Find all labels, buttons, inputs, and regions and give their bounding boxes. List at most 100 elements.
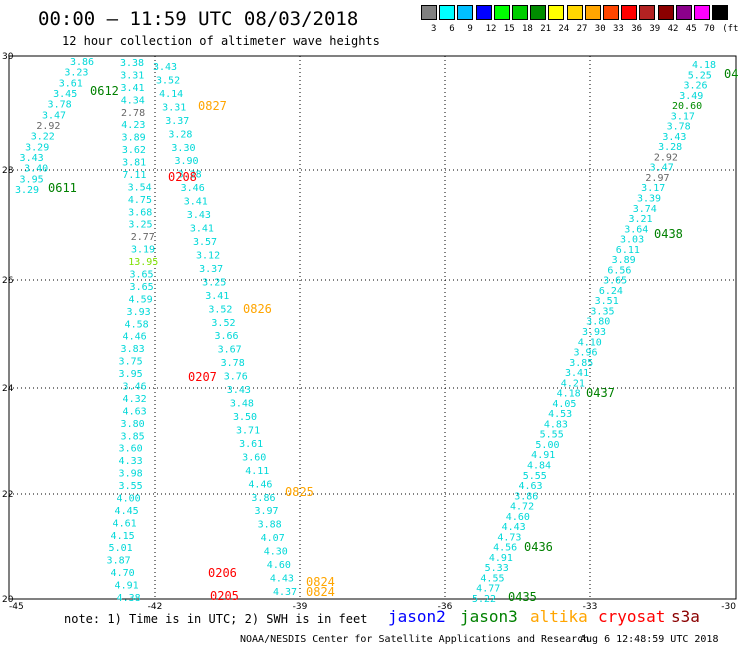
wave-height-value: 4.75 xyxy=(128,195,152,206)
wave-height-value: 3.60 xyxy=(119,444,143,455)
wave-height-value: 3.86 xyxy=(514,491,538,502)
wave-height-value: 4.91 xyxy=(115,581,139,592)
legend-level: 18 xyxy=(522,24,533,34)
wave-height-value: 3.52 xyxy=(156,75,180,86)
legend-swatch xyxy=(548,5,565,20)
wave-height-value: 4.18 xyxy=(692,60,716,71)
wave-height-value: 3.43 xyxy=(20,153,44,164)
wave-height-value: 5.25 xyxy=(688,70,712,81)
x-tick-label: -45 xyxy=(9,602,24,610)
wave-height-value: 3.86 xyxy=(70,57,94,68)
x-tick-label: -39 xyxy=(293,602,308,610)
wave-height-value: 4.91 xyxy=(489,553,513,564)
pass-time-label: 0436 xyxy=(524,540,553,554)
wave-height-value: 4.72 xyxy=(510,502,534,513)
satellite-jason3: jason3 xyxy=(460,607,518,626)
wave-height-value: 6.11 xyxy=(616,245,640,256)
y-tick-label: 24 xyxy=(2,384,14,394)
wave-height-value: 3.65 xyxy=(603,276,627,287)
wave-height-value: 4.14 xyxy=(159,89,183,100)
wave-height-value: 4.46 xyxy=(248,479,272,490)
wave-height-value: 3.60 xyxy=(242,452,266,463)
legend-swatch xyxy=(621,5,638,20)
wave-height-value: 3.17 xyxy=(641,183,665,194)
wave-height-value: 4.18 xyxy=(557,389,581,400)
wave-height-value: 3.41 xyxy=(120,83,144,94)
legend-level: 70 xyxy=(704,24,715,34)
pass-time-label: 0206 xyxy=(208,566,237,580)
wave-height-value: 3.95 xyxy=(119,369,143,380)
satellite-cryosat: cryosat xyxy=(598,607,666,626)
wave-height-value: 3.93 xyxy=(582,327,606,338)
legend-level: 24 xyxy=(558,24,570,34)
wave-height-value: 4.34 xyxy=(121,95,145,106)
wave-height-value: 3.40 xyxy=(24,164,48,175)
footer-note: note: 1) Time is in UTC; 2) SWH is in fe… xyxy=(64,612,368,626)
wave-height-value: 3.61 xyxy=(239,439,263,450)
pass-time-label: 04 xyxy=(724,67,738,81)
credit-line: NOAA/NESDIS Center for Satellite Applica… xyxy=(240,634,590,645)
wave-height-value: 3.21 xyxy=(628,214,652,225)
wave-height-value: 3.75 xyxy=(119,357,143,368)
wave-height-value: 4.15 xyxy=(111,531,135,542)
wave-height-value: 13.95 xyxy=(128,257,158,268)
legend-level: 33 xyxy=(613,24,624,34)
map-title: 00:00 – 11:59 UTC 08/03/2018 xyxy=(38,8,359,30)
pass-time-label: 0205 xyxy=(210,589,239,603)
pass-time-label: 0207 xyxy=(188,370,217,384)
wave-height-value: 3.41 xyxy=(205,291,229,302)
wave-height-value: 3.19 xyxy=(131,245,155,256)
wave-height-value: 20.60 xyxy=(672,101,702,112)
wave-height-value: 3.78 xyxy=(48,100,72,111)
wave-height-value: 3.80 xyxy=(121,419,145,430)
wave-height-value: 3.37 xyxy=(199,264,223,275)
wave-height-value: 3.25 xyxy=(202,277,226,288)
legend-level: 36 xyxy=(631,24,643,34)
grid-lines xyxy=(9,56,736,599)
wave-height-value: 3.38 xyxy=(120,58,144,69)
wave-height-value: 3.89 xyxy=(122,133,146,144)
wave-height-value: 2.92 xyxy=(654,152,678,163)
wave-height-value: 4.43 xyxy=(270,574,294,585)
wave-height-value: 2.77 xyxy=(131,232,155,243)
pass-time-label: 0824 xyxy=(306,585,335,599)
wave-height-value: 3.71 xyxy=(236,425,260,436)
wave-height-value: 4.63 xyxy=(518,481,542,492)
wave-height-value: 3.29 xyxy=(25,142,49,153)
wave-height-value: 3.90 xyxy=(174,156,198,167)
wave-height-value: 3.28 xyxy=(168,129,192,140)
wave-height-value: 3.51 xyxy=(595,296,619,307)
x-tick-label: -30 xyxy=(721,602,736,610)
legend-swatch xyxy=(439,5,456,20)
wave-height-value: 4.56 xyxy=(493,543,517,554)
wave-height-value: 3.76 xyxy=(224,372,248,383)
satellite-altika: altika xyxy=(530,607,588,626)
legend-swatch xyxy=(530,5,547,20)
wave-height-value: 2.78 xyxy=(121,108,145,119)
legend-level: 3 xyxy=(431,24,437,34)
wave-height-value: 3.97 xyxy=(254,506,278,517)
wave-height-value: 3.74 xyxy=(633,204,657,215)
wave-height-value: 4.53 xyxy=(548,409,572,420)
map-subtitle: 12 hour collection of altimeter wave hei… xyxy=(62,34,380,48)
wave-height-value: 3.80 xyxy=(586,317,610,328)
legend-swatch xyxy=(694,5,710,20)
wave-height-value: 3.23 xyxy=(64,68,88,79)
wave-height-value: 3.17 xyxy=(671,111,695,122)
wave-height-value: 3.61 xyxy=(59,78,83,89)
wave-height-value: 3.95 xyxy=(20,174,44,185)
y-tick-label: 22 xyxy=(2,490,13,500)
legend-swatch xyxy=(584,5,601,20)
wave-height-value: 4.73 xyxy=(497,532,521,543)
wave-height-value: 4.46 xyxy=(123,332,147,343)
legend-swatch xyxy=(657,5,674,20)
pass-time-label: 0824 xyxy=(306,575,335,589)
wave-height-value: 3.65 xyxy=(129,270,153,281)
wave-height-value: 3.57 xyxy=(193,237,217,248)
wave-height-value: 7.11 xyxy=(122,170,146,181)
legend-level: 27 xyxy=(576,24,588,34)
axis-ticks: -45 -42 -39 -36 -33 -30 30 28 26 24 22 20 xyxy=(2,52,736,610)
wave-height-value: 3.55 xyxy=(119,481,143,492)
y-tick-label: 28 xyxy=(2,166,14,176)
